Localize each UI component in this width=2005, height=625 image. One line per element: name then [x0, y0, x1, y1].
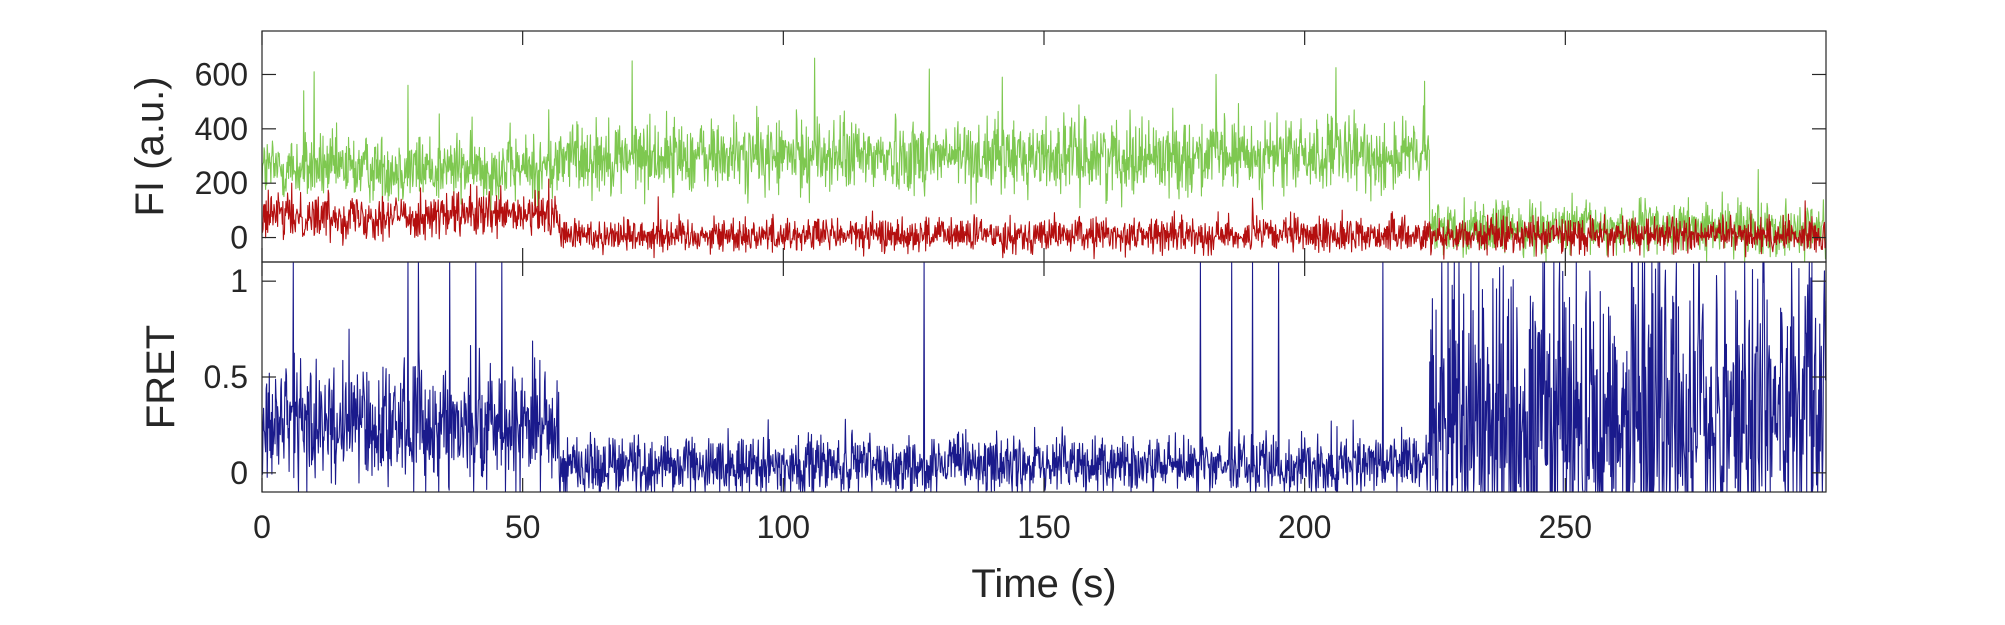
bottom-ylabel: FRET — [139, 325, 183, 429]
top-ytick-label: 400 — [195, 111, 248, 147]
top-ytick-label: 0 — [230, 220, 248, 256]
top-ytick-label: 200 — [195, 165, 248, 201]
bottom-xtick-label: 200 — [1278, 509, 1331, 545]
bottom-ytick-label: 0.5 — [204, 359, 248, 395]
fluorescence-panel: 0 200 400 600 FI (a.u.) — [128, 30, 1827, 263]
top-ytick-label: 600 — [195, 56, 248, 92]
bottom-xtick-label: 0 — [253, 509, 271, 545]
top-series-1-line — [262, 178, 1826, 260]
bottom-xlabel: Time (s) — [971, 562, 1116, 606]
bottom-ytick-label: 0 — [230, 455, 248, 491]
bottom-xtick-label: 100 — [757, 509, 810, 545]
top-ylabel: FI (a.u.) — [128, 76, 172, 216]
fret-panel: 0 0.5 1 0 50 100 150 200 250 FRET Time (s) — [139, 261, 1827, 606]
bottom-xtick-label: 250 — [1539, 509, 1592, 545]
bottom-xtick-label: 150 — [1017, 509, 1070, 545]
bottom-ytick-label: 1 — [230, 263, 248, 299]
bottom-xtick-label: 50 — [505, 509, 541, 545]
bottom-series-0-line — [262, 262, 1826, 492]
